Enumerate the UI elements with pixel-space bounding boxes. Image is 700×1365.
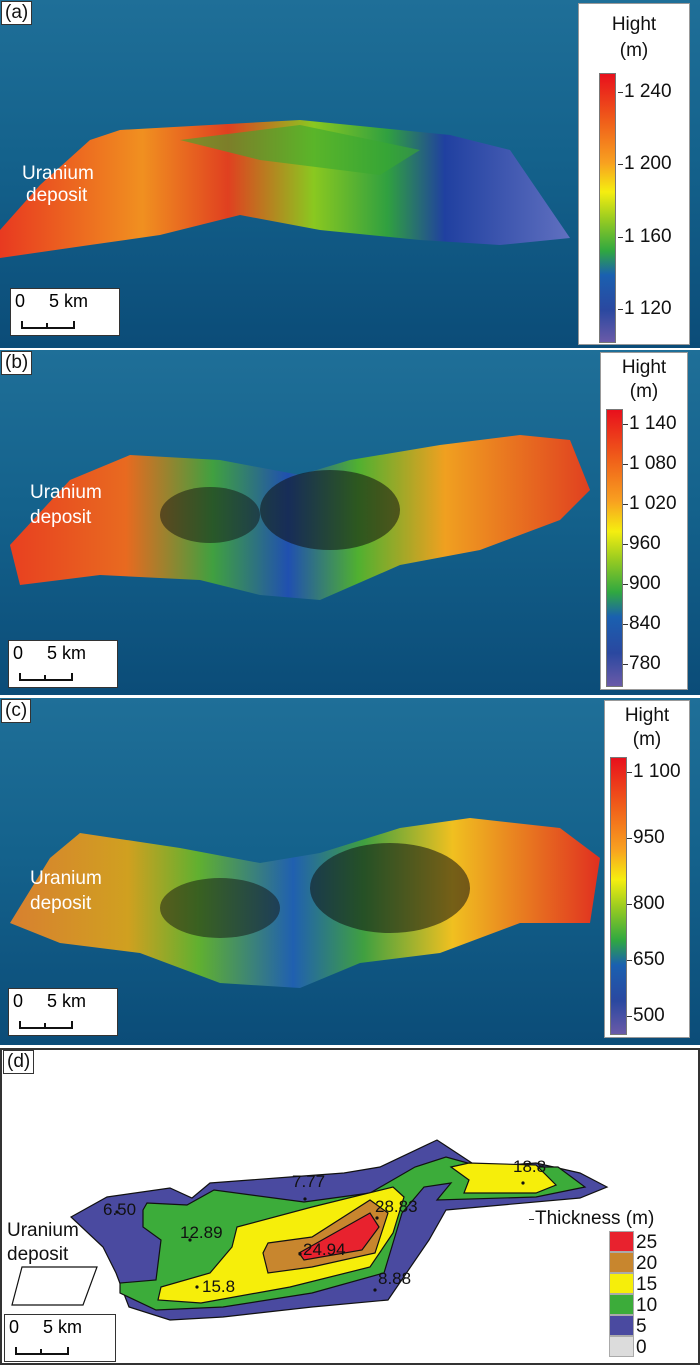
colorbar	[610, 757, 627, 1035]
point-label: 8.88	[378, 1269, 412, 1288]
legend-swatch	[609, 1315, 634, 1336]
scale-zero: 0	[15, 291, 26, 311]
panel-label: (a)	[1, 1, 33, 25]
scale-length: 5 km	[49, 291, 89, 311]
color-legend: Hight (m) 1 140 1 080 1 020 960 900 840 …	[600, 352, 688, 690]
legend-value: 5	[636, 1316, 647, 1337]
legend-swatch	[609, 1231, 634, 1252]
point-label: 28.83	[375, 1197, 418, 1216]
legend-unit: (m)	[619, 40, 649, 61]
panel-label: (c)	[1, 699, 32, 723]
deposit-label: deposit	[30, 507, 92, 528]
panel-label: (b)	[1, 351, 33, 375]
legend-swatch	[609, 1294, 634, 1315]
tick-label: 960	[623, 533, 661, 554]
tick-label: 1 080	[623, 453, 677, 474]
point-label: 6.50	[103, 1200, 137, 1219]
panel-a: (a) Uranium deposit 0 5 km Hight (m) 1 24…	[0, 0, 700, 348]
scale-bar: 0 5 km	[10, 288, 120, 336]
terrain-a	[0, 120, 570, 258]
scale-zero: 0	[13, 643, 24, 663]
legend-swatch	[609, 1336, 634, 1357]
tick-label: 1 240	[618, 81, 672, 102]
tick-label: 650	[627, 949, 665, 970]
tick-label: 1 020	[623, 493, 677, 514]
legend-title: Hight	[624, 705, 670, 726]
scale-bar: 0 5 km	[8, 988, 118, 1036]
scale-zero: 0	[13, 991, 24, 1011]
panel-b: (b) Uranium deposit 0 5 km Hight (m) 1 14…	[0, 350, 700, 695]
tick-label: 900	[623, 573, 661, 594]
colorbar	[606, 409, 623, 687]
legend-value: 20	[636, 1253, 658, 1274]
point-label: 12.89	[180, 1223, 223, 1242]
legend-value: 0	[636, 1337, 647, 1358]
point-label: 24.94	[303, 1240, 346, 1259]
legend-unit: (m)	[629, 381, 659, 402]
panel-label: (d)	[3, 1050, 35, 1074]
tick-label: 780	[623, 653, 661, 674]
uranium-label: Uranium	[22, 163, 94, 184]
point-label: 18.8	[513, 1157, 547, 1176]
scale-length: 5 km	[47, 643, 87, 663]
point-label: 7.77	[292, 1172, 326, 1191]
legend-title: Hight	[621, 357, 667, 378]
legend-title: Hight	[611, 14, 657, 35]
legend-value: 15	[636, 1274, 658, 1295]
scale-bar: 0 5 km	[8, 640, 118, 688]
legend-value: 10	[636, 1295, 658, 1316]
legend-swatch	[609, 1273, 634, 1294]
deposit-label: deposit	[26, 185, 88, 206]
terrain-b	[10, 435, 590, 600]
uranium-label: Uranium	[7, 1220, 79, 1241]
legend-title: Thickness (m)	[528, 1208, 655, 1229]
uranium-label: Uranium	[30, 482, 102, 503]
color-legend: Hight (m) 1 100 950 800 650 500	[604, 700, 690, 1038]
scale-zero: 0	[9, 1317, 20, 1337]
legend-value: 25	[636, 1232, 658, 1253]
deposit-label: deposit	[30, 893, 92, 914]
tick-label: 800	[627, 893, 665, 914]
tick-label: 840	[623, 613, 661, 634]
colorbar	[599, 73, 616, 343]
point-label: 15.8	[202, 1277, 236, 1296]
scale-length: 5 km	[47, 991, 87, 1011]
tick-label: 950	[627, 827, 665, 848]
tick-label: 500	[627, 1005, 665, 1026]
panel-c: (c) Uranium deposit 0 5 km Hight (m) 1 10…	[0, 698, 700, 1045]
terrain-c	[10, 818, 600, 988]
tick-label: 1 140	[623, 413, 677, 434]
tick-label: 1 120	[618, 298, 672, 319]
tick-label: 1 100	[627, 761, 681, 782]
tick-label: 1 200	[618, 153, 672, 174]
deposit-label: deposit	[7, 1244, 69, 1265]
scale-bar: 0 5 km	[4, 1314, 116, 1362]
legend-unit: (m)	[632, 729, 662, 750]
legend-swatch	[609, 1252, 634, 1273]
color-legend: Hight (m) 1 240 1 200 1 160 1 120	[578, 3, 690, 345]
scale-length: 5 km	[43, 1317, 83, 1337]
uranium-label: Uranium	[30, 868, 102, 889]
tick-label: 1 160	[618, 226, 672, 247]
